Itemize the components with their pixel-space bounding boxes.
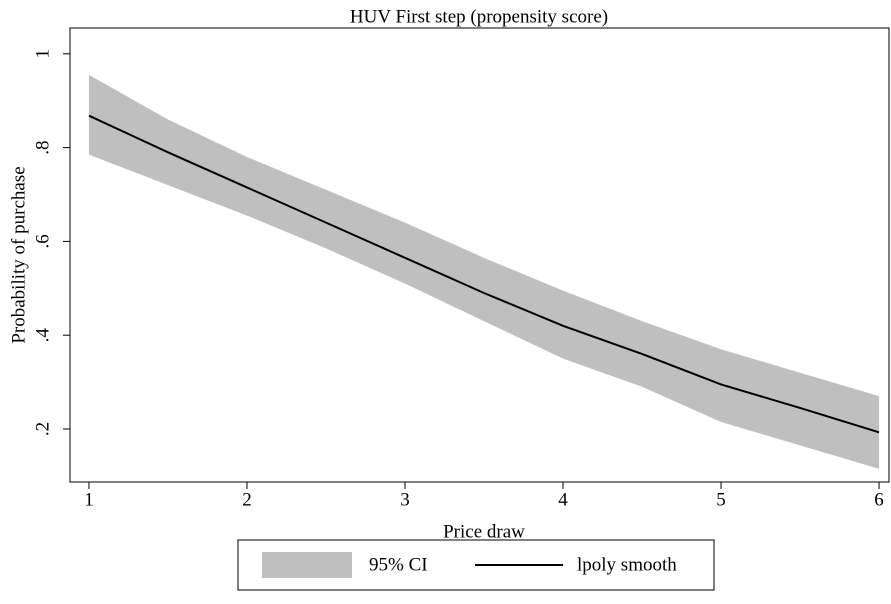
legend-label: 95% CI <box>369 554 428 575</box>
legend-swatch <box>262 552 352 578</box>
x-tick-label: 3 <box>400 489 410 510</box>
y-tick-label: 1 <box>32 49 53 59</box>
x-axis-label: Price draw <box>443 521 525 542</box>
x-tick-label: 6 <box>874 489 884 510</box>
x-tick-label: 4 <box>558 489 568 510</box>
ci-band <box>88 74 880 469</box>
y-tick-label: .2 <box>32 422 53 436</box>
legend-box <box>237 539 715 591</box>
line <box>88 114 880 434</box>
chart-title: HUV First step (propensity score) <box>350 6 608 27</box>
x-tick-label: 1 <box>84 489 94 510</box>
legend-label: lpoly smooth <box>577 554 677 575</box>
y-tick-label: .4 <box>32 328 53 343</box>
y-axis-label: Probability of purchase <box>8 166 29 343</box>
plot-frame <box>69 27 890 483</box>
x-tick-label: 2 <box>242 489 252 510</box>
x-tick-label: 5 <box>716 489 726 510</box>
y-tick-label: .6 <box>32 234 53 248</box>
y-tick-label: .8 <box>32 140 53 154</box>
